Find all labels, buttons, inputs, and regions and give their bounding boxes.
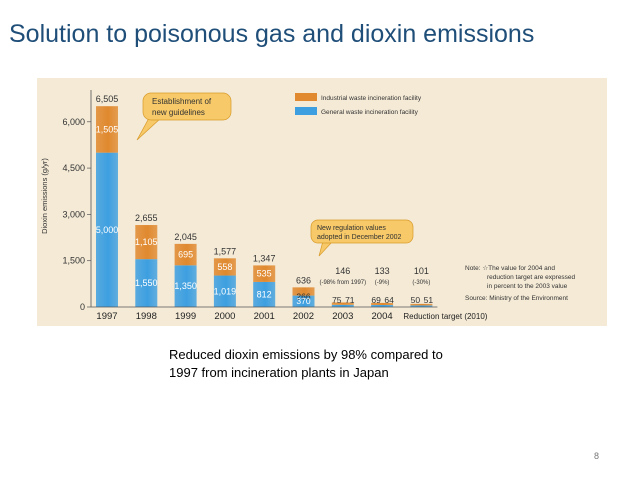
label-total-2001: 1,347 [253, 253, 276, 263]
dioxin-emissions-chart: 0 1,500 3,000 4,500 6,000 5,000 1,505 6,505 1997… [40, 90, 576, 322]
label-total-2002: 636 [296, 275, 311, 285]
bar-labels: 0 1,500 3,000 4,500 6,000 5,000 1,505 6,505 1997… [62, 94, 487, 322]
bar-industrial-2002 [292, 287, 315, 296]
x-tick-label-2: 1999 [175, 311, 196, 322]
callout-guidelines-tail [136, 117, 162, 141]
x-tick-label-7: 2004 [372, 311, 393, 322]
bar-industrial-Reduction target (2010) [410, 303, 433, 306]
bar-general-1997 [96, 152, 118, 307]
callout-regulation: New regulation values adopted in Decembe… [310, 219, 414, 257]
legend-label-general: General waste incineration facility [321, 109, 419, 116]
bar-general-2003 [331, 304, 354, 307]
bar-general-1998 [135, 259, 158, 307]
y-axis-label: Dioxin emissions (g/yr) [40, 158, 49, 234]
note-line3: in percent to the 2003 value [487, 283, 568, 290]
callout-guidelines-box [142, 92, 232, 121]
y-tick-label-0: 0 [80, 302, 85, 312]
bar-industrial-2004 [371, 302, 394, 306]
source-note: Source: Ministry of the Environment [465, 295, 568, 302]
legend-swatch-general [295, 107, 317, 115]
bars [96, 106, 433, 307]
note: Note: ☆The value for 2004 and reduction … [465, 264, 576, 302]
label-industrial-1999: 695 [178, 250, 193, 260]
y-tick-label-4: 6,000 [62, 117, 85, 127]
slide-title: Solution to poisonous gas and dioxin emi… [9, 20, 535, 48]
x-tick-label-1: 1998 [136, 311, 157, 322]
label-total-2004: 133 [375, 266, 390, 276]
label-total-1998: 2,655 [135, 213, 158, 223]
label-industrial-2000: 558 [217, 262, 232, 272]
label-percent-Reduction target (2010): (-30%) [412, 280, 430, 286]
label-industrial-2001: 535 [257, 269, 272, 279]
label-general-Reduction target (2010): 51 [424, 295, 434, 305]
legend: Industrial waste incineration facility G… [295, 93, 422, 116]
note-line2: reduction target are expressed [487, 274, 576, 281]
caption-line-1: Reduced dioxin emissions by 98% compared… [169, 347, 443, 362]
label-total-1997: 6,505 [96, 94, 119, 104]
y-tick-label-3: 4,500 [62, 163, 85, 173]
bar-general-2002 [292, 295, 315, 307]
label-general-1999: 1,350 [174, 281, 197, 291]
callout-regulation-line1: New regulation values [317, 225, 386, 232]
label-general-1998: 1,550 [135, 278, 158, 288]
note-line1: Note: ☆The value for 2004 and [465, 264, 555, 272]
callout-regulation-box [310, 219, 414, 244]
label-total-Reduction target (2010): 101 [414, 266, 429, 276]
axes [87, 90, 438, 308]
label-percent-2004: (-9%) [375, 280, 390, 286]
y-tick-label-2: 3,000 [62, 209, 85, 219]
bar-general-1999 [174, 265, 197, 307]
label-general-2004: 64 [384, 295, 394, 305]
x-tick-label-0: 1997 [96, 311, 117, 322]
label-industrial-Reduction target (2010): 50 [411, 295, 421, 305]
bar-general-Reduction target (2010) [410, 305, 433, 307]
label-industrial-2004: 69 [371, 295, 381, 305]
label-general-1997: 5,000 [96, 225, 119, 235]
x-tick-label-8: Reduction target (2010) [403, 312, 487, 321]
label-industrial-2003: 75 [332, 295, 342, 305]
label-percent-2003: (-98% from 1997) [319, 280, 366, 286]
bar-industrial-1999 [174, 243, 197, 266]
bar-industrial-1998 [135, 225, 158, 260]
label-general-2003: 71 [345, 295, 355, 305]
bar-general-2004 [371, 305, 394, 307]
y-tick-label-1: 1,500 [62, 256, 85, 266]
callout-guidelines: Establishment of new guidelines [136, 92, 232, 141]
label-industrial-2002: 266 [296, 292, 310, 302]
page-number: 8 [594, 451, 600, 461]
chart-panel: 0 1,500 3,000 4,500 6,000 5,000 1,505 6,505 1997… [37, 78, 607, 326]
label-total-1999: 2,045 [174, 232, 197, 242]
caption-line-2: 1997 from incineration plants in Japan [169, 365, 389, 380]
callout-guidelines-line2: new guidelines [152, 108, 205, 117]
label-industrial-1998: 1,105 [135, 237, 158, 247]
label-general-2001: 812 [257, 289, 272, 299]
slide-caption: Reduced dioxin emissions by 98% compared… [169, 346, 509, 382]
label-general-2000: 1,019 [214, 286, 237, 296]
bar-industrial-2001 [253, 265, 276, 282]
bar-general-2000 [213, 275, 236, 307]
bar-industrial-1997 [96, 106, 118, 153]
x-tick-label-6: 2003 [332, 311, 353, 322]
label-total-2003: 146 [335, 266, 350, 276]
bar-industrial-2003 [331, 302, 354, 305]
legend-swatch-industrial [295, 93, 317, 101]
label-total-2000: 1,577 [214, 246, 237, 256]
callout-guidelines-line1: Establishment of [152, 97, 212, 106]
label-general-2002: 370 [296, 296, 310, 306]
bar-general-2001 [253, 281, 276, 307]
label-industrial-1997: 1,505 [96, 124, 119, 134]
x-tick-label-3: 2000 [214, 311, 235, 322]
callout-regulation-line2: adopted in December 2002 [317, 234, 402, 241]
x-tick-label-4: 2001 [254, 311, 275, 322]
legend-label-industrial: Industrial waste incineration facility [321, 95, 422, 102]
x-tick-label-5: 2002 [293, 311, 314, 322]
bar-industrial-2000 [213, 258, 236, 276]
